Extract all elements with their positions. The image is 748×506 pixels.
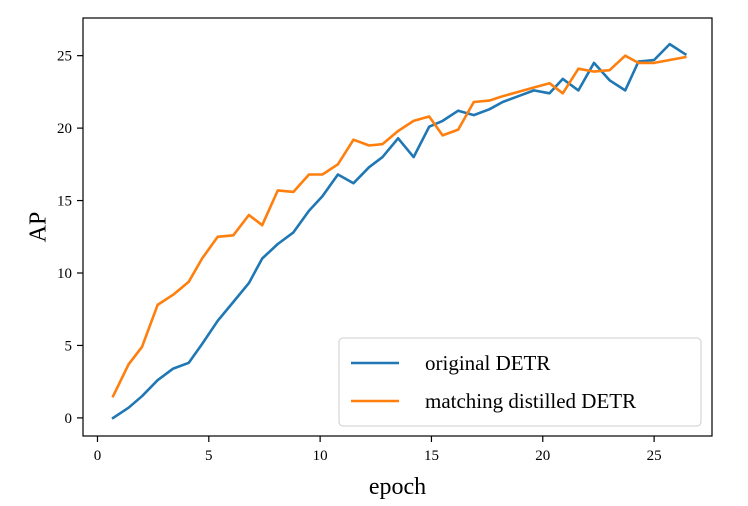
legend-label-2: matching distilled DETR	[425, 389, 636, 413]
y-tick-label: 25	[57, 49, 72, 65]
x-tick-label: 25	[647, 448, 662, 464]
y-tick-label: 5	[65, 338, 73, 354]
series-line-1	[111, 42, 688, 420]
x-tick-label: 5	[205, 448, 213, 464]
y-tick-label: 10	[57, 266, 72, 282]
legend: original DETR matching distilled DETR	[338, 337, 702, 427]
legend-box	[338, 337, 702, 427]
series-line-2	[111, 54, 687, 398]
legend-label-1: original DETR	[425, 351, 550, 375]
x-tick-label: 20	[535, 448, 550, 464]
x-tick-label: 10	[313, 448, 328, 464]
y-tick-label: 15	[57, 194, 72, 210]
x-axis-label: epoch	[369, 474, 426, 500]
x-tick-label: 15	[424, 448, 439, 464]
x-tick-label: 0	[94, 448, 102, 464]
y-tick-label: 0	[65, 411, 73, 427]
y-tick-label: 20	[57, 121, 72, 137]
plot-area	[111, 42, 688, 420]
plot-frame	[82, 17, 713, 437]
axes: 0 5 10 15 20 25 0 5 10 15 20 25	[57, 17, 713, 464]
y-axis-label: AP	[26, 212, 52, 243]
